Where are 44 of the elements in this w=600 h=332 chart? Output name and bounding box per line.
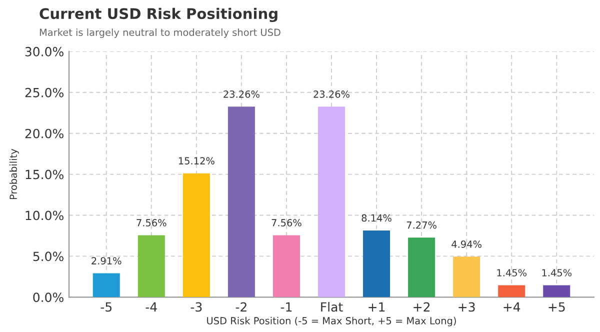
x-tick-label: +4 [504, 302, 520, 312]
bar [182, 173, 210, 298]
x-tick-label: +2 [414, 302, 430, 312]
y-tick-label: 30.0% [25, 46, 64, 56]
x-axis-title: USD Risk Position (-5 = Max Short, +5 = Max Long) [207, 316, 456, 326]
y-tick-label: 5.0% [33, 252, 64, 262]
data-label: 23.26% [224, 90, 260, 98]
x-tick-label: +5 [548, 302, 565, 312]
x-tick-label: +3 [458, 302, 475, 312]
data-label: 7.56% [272, 219, 302, 226]
x-tick-label: -1 [280, 302, 292, 312]
data-label: 15.12% [178, 157, 214, 164]
y-tick-label: 0.0% [33, 292, 64, 302]
data-label: 4.94% [452, 240, 482, 248]
x-tick-label: Flat [321, 302, 343, 312]
y-axis-title: Probability [9, 148, 19, 200]
bar [228, 106, 255, 298]
data-label: 7.27% [406, 221, 436, 229]
data-label: 2.91% [92, 257, 122, 264]
bar [543, 285, 570, 298]
x-tick-label: -2 [236, 302, 246, 312]
x-tick-label: -3 [190, 302, 202, 312]
data-label: 23.26% [314, 90, 350, 98]
x-tick-label: -4 [146, 302, 157, 312]
data-label: 7.56% [136, 219, 166, 226]
bar [498, 285, 526, 298]
y-tick-label: 25.0% [25, 88, 64, 98]
data-label: 1.45% [542, 269, 572, 276]
y-tick-label: 20.0% [25, 128, 64, 138]
bar [408, 238, 436, 298]
data-label: 1.45% [497, 269, 527, 276]
y-tick-label: 10.0% [26, 210, 64, 220]
bar [453, 256, 480, 298]
y-tick-label: 15.0% [26, 170, 64, 180]
x-tick-label: +1 [368, 302, 385, 312]
chart-subtitle: Market is largely neutral to moderately short USD [40, 28, 280, 38]
bar [318, 106, 346, 298]
bar [92, 273, 120, 298]
chart-title: Current USD Risk Positioning [40, 8, 278, 22]
bar [363, 230, 390, 298]
x-tick-label: -5 [100, 302, 112, 312]
bar [272, 235, 300, 298]
bar [138, 235, 165, 298]
data-label: 8.14% [362, 214, 392, 222]
